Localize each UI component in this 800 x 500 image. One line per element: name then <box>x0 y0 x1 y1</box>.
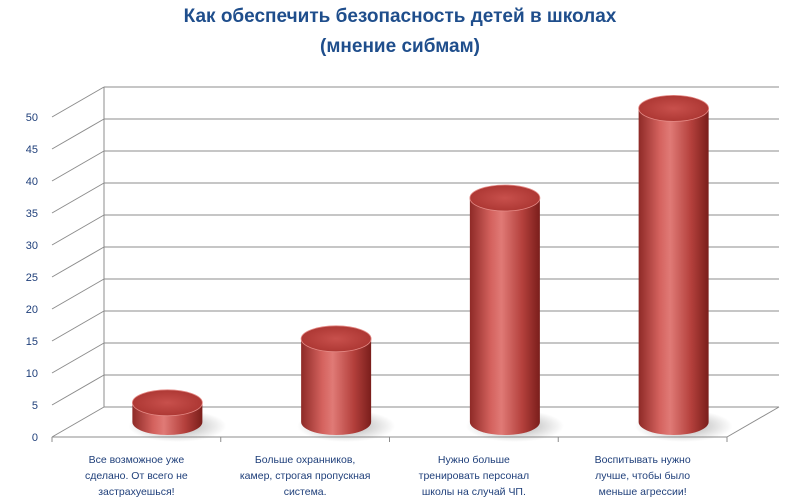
bar-body <box>638 108 709 436</box>
x-category-line: Больше охранников, <box>254 454 356 466</box>
x-category-line: Воспитывать нужно <box>594 454 691 466</box>
bar <box>128 389 227 442</box>
bar <box>297 325 396 442</box>
y-tick-label: 10 <box>26 368 38 380</box>
gridline-wall <box>51 278 105 310</box>
y-tick-label: 35 <box>26 208 38 220</box>
y-tick-label: 15 <box>26 336 38 348</box>
x-category-line: лучше, чтобы было <box>595 470 691 482</box>
gridline-wall <box>51 374 105 406</box>
x-category-line: Нужно больше <box>437 454 510 466</box>
gridline-wall <box>51 246 105 278</box>
gridline-wall <box>51 214 105 246</box>
bar-top <box>300 325 372 353</box>
x-category-line: меньше агрессии! <box>598 486 687 498</box>
floor-right-edge <box>726 406 780 438</box>
x-category-label: Нужно больше тренировать персонал школы на… <box>399 452 549 500</box>
x-category-line: тренировать персонал <box>418 470 530 482</box>
y-tick-label: 40 <box>26 176 38 188</box>
x-category-line: сделано. От всего не <box>85 470 188 482</box>
bar <box>465 184 564 442</box>
chart-title-block: Как обеспечить безопасность детей в школ… <box>0 2 800 62</box>
y-axis-ticks: 0 5 10 15 20 25 30 35 40 45 50 <box>26 112 38 444</box>
gridline-wall <box>51 342 105 374</box>
gridline-wall <box>51 310 105 342</box>
x-category-line: школы на случай ЧП. <box>421 486 526 498</box>
x-category-line: Все возможное уже <box>88 454 185 466</box>
gridline-wall <box>51 182 105 214</box>
bar <box>634 95 733 442</box>
bar-body <box>301 338 372 436</box>
y-tick-label: 25 <box>26 272 38 284</box>
x-category-line: система. <box>283 486 327 498</box>
bar-top <box>469 184 541 212</box>
x-category-label: Все возможное уже сделано. От всего не зас… <box>61 452 211 500</box>
bars <box>128 95 733 442</box>
y-tick-label: 20 <box>26 304 38 316</box>
y-tick-label: 5 <box>32 400 38 412</box>
gridline-wall <box>51 118 105 150</box>
x-category-line: камер, строгая пропускная <box>239 470 371 482</box>
gridline-wall <box>51 150 105 182</box>
bar-body <box>469 198 540 436</box>
bar-top <box>131 389 203 417</box>
y-tick-label: 45 <box>26 144 38 156</box>
chart-title: Как обеспечить безопасность детей в школ… <box>183 6 617 27</box>
y-tick-label: 30 <box>26 240 38 252</box>
y-tick-label: 0 <box>32 432 38 444</box>
x-category-label: Воспитывать нужно лучше, чтобы было меньше… <box>568 452 718 500</box>
gridline-wall <box>51 406 105 438</box>
y-tick-label: 50 <box>26 112 38 124</box>
x-category-line: застрахуешься! <box>98 486 175 498</box>
gridline-wall <box>51 86 105 118</box>
x-category-label: Больше охранников, камер, строгая пропуск… <box>230 452 380 500</box>
bar-top <box>638 95 710 122</box>
chart-subtitle: (мнение сибмам) <box>320 36 480 57</box>
